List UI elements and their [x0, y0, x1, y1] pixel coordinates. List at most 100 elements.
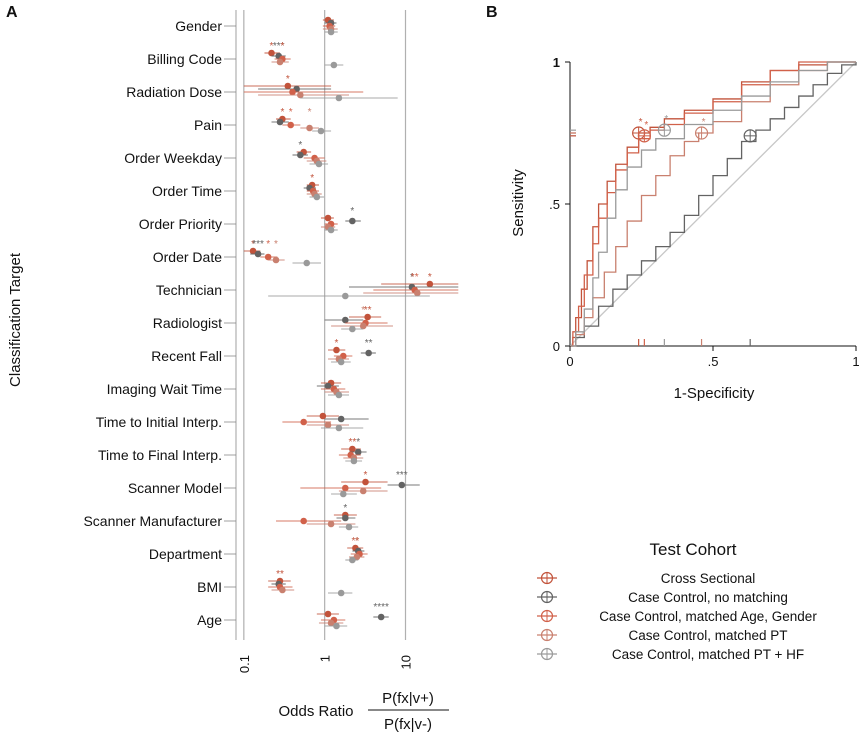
roc-curve-line: [570, 61, 856, 347]
point-estimate: [268, 49, 275, 57]
legend-label: Cross Sectional: [661, 571, 756, 586]
significance-star: ****: [373, 602, 389, 613]
operating-point-star: *: [639, 117, 643, 128]
point-estimate: [330, 61, 338, 69]
forest-plot: ****************************************…: [7, 10, 459, 733]
y-tick-label: Order Weekday: [124, 150, 222, 166]
legend-title: Test Cohort: [650, 540, 737, 559]
point-estimate: [317, 127, 325, 135]
significance-star: **: [276, 569, 284, 580]
significance-star: ***: [396, 470, 408, 481]
point-estimate: [337, 589, 345, 597]
point-estimate: [349, 445, 356, 453]
point-estimate: [249, 247, 257, 255]
significance-star: *: [361, 305, 365, 316]
point-estimate: [354, 448, 362, 456]
significance-star: *: [280, 107, 284, 118]
point-estimate: [276, 58, 284, 66]
y-tick-label: Department: [149, 546, 222, 562]
point-estimate: [303, 259, 311, 267]
point-estimate: [297, 91, 304, 99]
roc-x-tick-label: 0: [566, 354, 573, 369]
roc-curves: * * **: [570, 61, 857, 347]
point-estimate: [279, 586, 286, 594]
forest-plot-y-axis-title: Classification Target: [7, 252, 24, 387]
significance-star: *: [410, 272, 414, 283]
point-estimate: [324, 421, 332, 429]
x-tick-label: 0.1: [237, 655, 252, 673]
x-tick-label: 1: [318, 655, 333, 662]
point-estimate: [306, 124, 313, 132]
roc-plot: * * ** 0.5 10.51 1-Specificity Sensitivity: [510, 55, 860, 402]
point-estimate: [337, 415, 345, 423]
point-estimate: [335, 424, 343, 432]
significance-star: **: [411, 272, 419, 283]
operating-point-star: *: [664, 114, 668, 125]
significance-star: **: [348, 437, 356, 448]
point-estimate: [365, 349, 372, 357]
significance-star: *: [356, 437, 360, 448]
forest-plot-y-tick-labels: Gender Billing Code Radiation Dose Pain Orde…: [83, 18, 236, 628]
point-estimate: [342, 484, 349, 492]
operating-point-star: *: [702, 117, 706, 128]
y-tick-label: Gender: [175, 18, 222, 34]
formula-denominator: P(fx|v-): [384, 716, 432, 733]
point-estimate: [254, 250, 262, 258]
significance-star: *: [308, 107, 312, 118]
point-estimate: [300, 418, 307, 426]
y-tick-label: BMI: [197, 579, 222, 595]
point-estimate: [339, 490, 347, 498]
point-estimate: [315, 160, 323, 168]
point-estimate: [276, 118, 284, 126]
point-estimate: [398, 481, 406, 489]
point-estimate: [349, 217, 356, 225]
point-estimate: [342, 316, 349, 324]
forest-plot-marks: ****************************************…: [243, 16, 459, 630]
significance-star: *: [289, 107, 293, 118]
roc-y-tick-label: 0: [553, 339, 560, 354]
point-estimate: [377, 613, 385, 621]
y-tick-label: Age: [197, 612, 222, 628]
roc-x-tick-label: 1: [852, 354, 859, 369]
forest-plot-x-tick-labels: 0.1 1 10: [237, 655, 414, 673]
roc-y-tick-label: 1: [553, 55, 560, 70]
significance-star: *: [251, 239, 255, 250]
roc-reference-diagonal: [569, 61, 857, 347]
significance-star: **: [352, 536, 360, 547]
roc-y-tick-label: .5: [549, 197, 560, 212]
forest-plot-gridlines: [235, 10, 407, 640]
y-tick-label: Recent Fall: [151, 348, 222, 364]
y-tick-label: Order Time: [152, 183, 222, 199]
y-tick-label: Pain: [194, 117, 222, 133]
point-estimate: [335, 391, 343, 399]
point-estimate: [426, 280, 434, 288]
y-tick-label: Scanner Manufacturer: [83, 513, 222, 529]
significance-star: *: [274, 239, 278, 250]
significance-star: **: [365, 338, 373, 349]
point-estimate: [272, 256, 280, 264]
legend-items: Cross Sectional Case Control, no matching…: [537, 571, 817, 662]
formula-numerator: P(fx|v+): [382, 690, 434, 707]
roc-curve-line: [570, 61, 856, 347]
y-tick-label: Order Date: [153, 249, 222, 265]
point-estimate: [327, 520, 335, 528]
point-estimate: [327, 619, 335, 627]
point-estimate: [345, 523, 353, 531]
point-estimate: [414, 289, 421, 297]
legend: Test Cohort Cross Sectional Case Control,…: [537, 540, 817, 662]
y-tick-label: Radiation Dose: [126, 84, 222, 100]
point-estimate: [364, 313, 371, 321]
significance-star: *: [343, 503, 347, 514]
point-estimate: [333, 622, 340, 630]
point-estimate: [313, 193, 321, 201]
roc-x-axis-title: 1-Specificity: [674, 385, 755, 402]
significance-star: ***: [252, 239, 264, 250]
point-estimate: [342, 292, 349, 300]
point-estimate: [359, 487, 367, 495]
roc-curve-line: [570, 61, 856, 347]
y-tick-label: Billing Code: [147, 51, 222, 67]
forest-plot-x-axis-title: Odds Ratio: [278, 703, 353, 720]
point-estimate: [324, 610, 332, 618]
y-tick-label: Radiologist: [153, 315, 222, 331]
significance-star: *: [364, 470, 368, 481]
